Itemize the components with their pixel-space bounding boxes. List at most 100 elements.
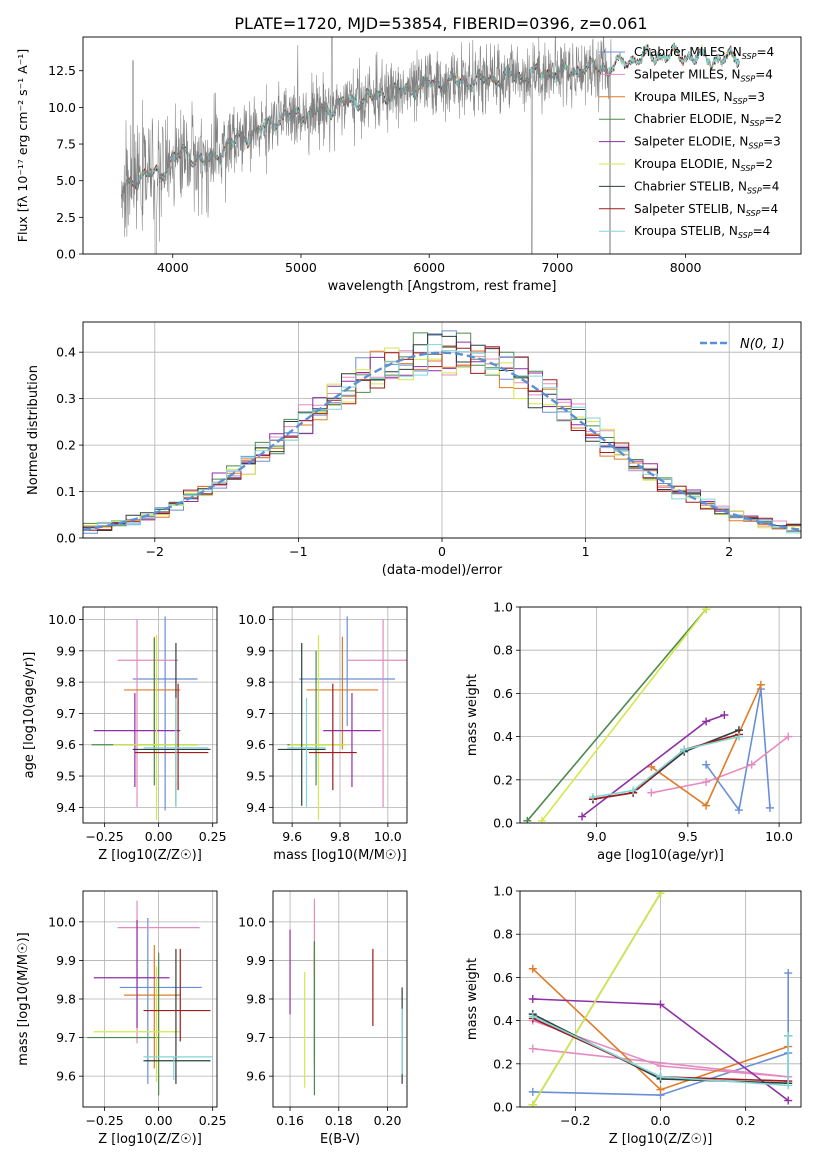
spectrum-panel: 4000 5000 6000 7000 8000 0.0 2.5 5.0 7.5 10.0 12.5… [15,36,802,294]
x-tick-label: 9.0 [587,829,607,844]
y-tick-label: 0.2 [493,1056,513,1071]
weight-marker [656,891,665,898]
legend-entry: Kroupa MILES, NSSP=3 [634,90,765,106]
y-tick-label: 0.2 [56,438,76,453]
weight-marker [647,788,656,797]
weight-marker [528,964,537,973]
weight-vs-age-panel: 9.0 9.5 10.0 0.0 0.2 0.4 0.6 0.8 1.0 age [log10(a… [465,600,802,863]
y-tick-label: 10.0 [48,100,76,115]
y-axis-label: mass weight [465,958,480,1040]
mass-vs-extinction-panel: 0.16 0.18 0.20 9.6 9.7 9.8 9.9 10.0 E(B-V) [238,890,408,1147]
x-tick-label: −1 [289,544,307,559]
weight-marker [734,806,743,815]
x-axis-label: wavelength [Angstrom, rest frame] [328,279,557,294]
axes-frame [519,890,802,1108]
plot-area [528,891,793,1107]
legend-entry: Chabrier STELIB, NSSP=4 [634,179,779,195]
y-tick-label: 9.9 [56,953,76,968]
weight-marker [680,745,689,754]
y-tick-label: 0.4 [493,1013,513,1028]
weight-marker [528,1087,537,1096]
weight-marker [528,995,537,1003]
y-axis-label: Normed distribution [26,365,41,495]
legend-entry: Salpeter ELODIE, NSSP=3 [634,135,781,151]
weight-marker [629,786,638,795]
x-tick-label: 0.00 [145,829,173,844]
weight-marker [656,1072,665,1081]
y-tick-label: 9.6 [246,737,266,752]
y-tick-label: 0.2 [493,772,513,787]
plot-area [91,616,211,820]
y-tick-label: 0.3 [56,391,76,406]
y-tick-label: 10.0 [238,612,266,627]
weight-marker [588,793,597,802]
y-tick-label: 5.0 [56,173,76,188]
x-axis-label: Z [log10(Z/Z☉)] [98,848,202,863]
weight-marker [702,717,711,726]
weight-line-kroupa-miles [650,684,762,807]
y-tick-label: 9.7 [56,706,76,721]
legend-entry: Chabrier ELODIE, NSSP=2 [634,112,782,128]
normal-curve [83,351,801,532]
y-tick-label: 0.6 [493,970,513,985]
y-tick-label: 0.8 [493,643,513,658]
y-tick-label: 9.8 [246,992,266,1007]
y-tick-label: 9.7 [246,706,266,721]
weight-marker [784,1031,793,1040]
weight-marker [765,803,774,812]
x-tick-label: 6000 [413,260,445,275]
x-tick-label: 1 [582,544,590,559]
y-axis-label: Flux [fλ 10⁻¹⁷ erg cm⁻² s⁻¹ A⁻¹] [15,49,30,242]
x-tick-label: 10.0 [765,829,793,844]
y-tick-label: 9.5 [56,769,76,784]
weight-marker [720,711,729,719]
axes-frame [519,606,802,824]
y-tick-label: 9.5 [246,769,266,784]
weight-marker [784,732,793,741]
y-tick-label: 9.7 [56,1030,76,1045]
weight-marker [747,760,756,769]
axes-frame [82,321,802,539]
weight-marker [784,1096,793,1105]
y-tick-label: 7.5 [56,137,76,152]
x-tick-label: −0.2 [560,1113,590,1128]
plot-area [289,898,403,1096]
weight-marker [702,607,711,614]
y-tick-label: 0.0 [493,1100,513,1115]
x-tick-label: 0.20 [374,1113,402,1128]
weight-line-chabrier-miles [705,688,771,812]
legend-entry: Kroupa STELIB, NSSP=4 [634,224,770,240]
y-tick-label: 0.8 [493,927,513,942]
y-tick-label: 9.9 [56,643,76,658]
age-vs-metallicity-panel: −0.25 0.00 0.25 9.4 9.5 9.6 9.7 9.8 9.9 10.0 Z [lo… [22,606,227,863]
weight-line-salpeter-stelib [592,733,740,800]
y-tick-label: 9.7 [246,1030,266,1045]
plot-area [121,37,740,254]
weight-marker [656,1061,665,1070]
x-tick-label: 0.25 [199,829,227,844]
x-tick-label: 0.25 [199,1113,227,1128]
plot-area [83,330,801,538]
y-tick-label: 9.4 [56,800,76,815]
y-tick-label: 0.1 [56,484,76,499]
y-axis-label: mass [log10(M/M☉)] [16,932,31,1065]
weight-marker [523,816,532,823]
x-tick-label: 8000 [670,260,702,275]
x-axis-label: (data-model)/error [382,563,503,578]
y-tick-label: 0.4 [493,729,513,744]
residual-histogram-kroupa-stelib [83,344,801,538]
weight-line-kroupa-elodie [541,608,707,822]
weight-line-salpeter-miles [651,735,789,794]
x-tick-label: 0 [438,544,446,559]
x-tick-label: 10.0 [374,829,402,844]
y-tick-label: 9.6 [56,737,76,752]
x-tick-label: 0.18 [325,1113,353,1128]
weight-marker [784,969,793,978]
weight-marker [702,801,711,810]
y-tick-label: 9.9 [246,643,266,658]
x-tick-label: 5000 [285,260,317,275]
weight-marker [578,812,587,821]
x-tick-label: 9.8 [330,829,350,844]
weight-marker [528,1012,537,1021]
y-tick-label: 9.8 [56,675,76,690]
